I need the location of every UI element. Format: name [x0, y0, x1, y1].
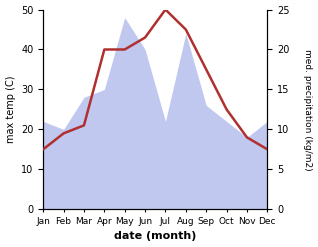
X-axis label: date (month): date (month) — [114, 231, 197, 242]
Y-axis label: max temp (C): max temp (C) — [5, 76, 16, 143]
Y-axis label: med. precipitation (kg/m2): med. precipitation (kg/m2) — [303, 49, 313, 170]
